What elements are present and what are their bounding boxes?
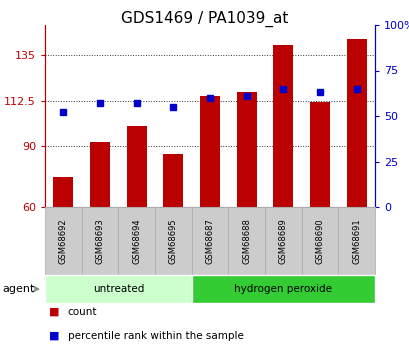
- Bar: [53, 177, 73, 207]
- Text: GSM68692: GSM68692: [58, 218, 67, 264]
- Text: hydrogen peroxide: hydrogen peroxide: [234, 284, 332, 294]
- Bar: [45, 207, 81, 275]
- Bar: [309, 102, 329, 207]
- Text: untreated: untreated: [92, 284, 144, 294]
- Text: GSM68694: GSM68694: [132, 218, 141, 264]
- Text: count: count: [67, 307, 97, 317]
- Text: agent: agent: [2, 284, 34, 294]
- Bar: [337, 207, 374, 275]
- Bar: [155, 207, 191, 275]
- Bar: [118, 207, 155, 275]
- Bar: [191, 207, 228, 275]
- Text: GSM68688: GSM68688: [242, 218, 251, 264]
- Bar: [126, 126, 146, 207]
- Bar: [272, 45, 293, 207]
- Text: GSM68687: GSM68687: [205, 218, 214, 264]
- Text: GSM68693: GSM68693: [95, 218, 104, 264]
- Bar: [264, 207, 301, 275]
- Bar: [228, 207, 264, 275]
- Bar: [200, 96, 220, 207]
- Text: GSM68690: GSM68690: [315, 218, 324, 264]
- Text: percentile rank within the sample: percentile rank within the sample: [67, 331, 243, 341]
- Text: ■: ■: [49, 307, 59, 317]
- Text: GSM68695: GSM68695: [169, 218, 178, 264]
- Bar: [163, 155, 183, 207]
- Text: GSM68689: GSM68689: [278, 218, 287, 264]
- Bar: [346, 39, 366, 207]
- Bar: [45, 275, 191, 303]
- Text: ■: ■: [49, 331, 59, 341]
- Text: GDS1469 / PA1039_at: GDS1469 / PA1039_at: [121, 10, 288, 27]
- Bar: [81, 207, 118, 275]
- Bar: [90, 142, 110, 207]
- Text: GSM68691: GSM68691: [351, 218, 360, 264]
- Bar: [301, 207, 337, 275]
- Bar: [191, 275, 374, 303]
- Bar: [236, 92, 256, 207]
